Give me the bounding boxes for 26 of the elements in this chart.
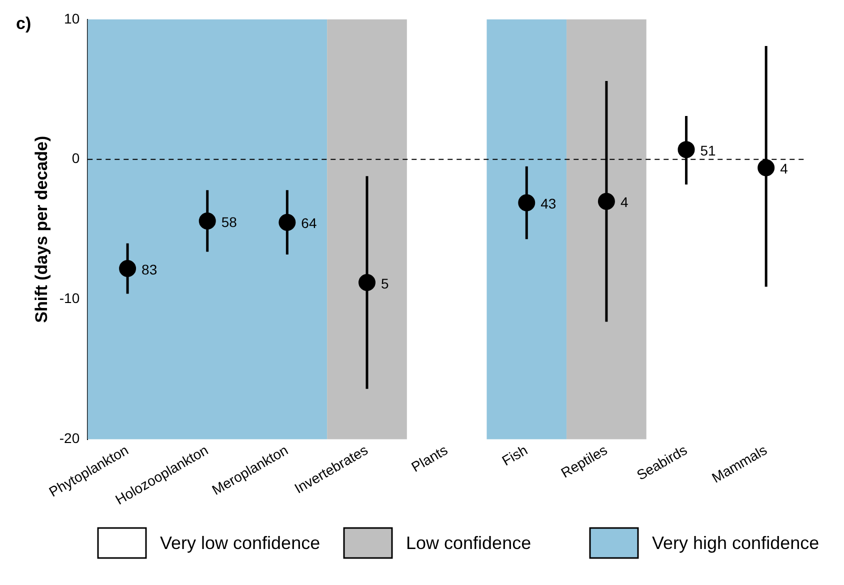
legend-label: Very high confidence (652, 532, 820, 553)
text: Very low confidence (160, 532, 320, 553)
y-tick-label: 10 (64, 10, 80, 26)
y-tick-label: -10 (59, 290, 80, 306)
legend-label: Low confidence (406, 532, 532, 553)
point (598, 192, 615, 210)
annotation: 4 (780, 160, 788, 177)
annotation: 4 (620, 194, 628, 210)
annotation: 64 (301, 215, 317, 232)
point (198, 212, 216, 230)
point (758, 159, 775, 176)
point (358, 274, 376, 292)
point (678, 141, 695, 158)
annotation: 58 (221, 214, 238, 230)
annotation: 51 (700, 142, 716, 158)
point (518, 194, 536, 212)
annotation: 83 (142, 261, 158, 278)
annotation: 5 (381, 275, 389, 292)
y-tick-label: 0 (72, 150, 80, 166)
text: c) (16, 14, 32, 34)
y-tick-label: -20 (59, 430, 80, 446)
point (119, 260, 136, 278)
annotation: 43 (540, 196, 556, 212)
y-axis-title: Shift (days per decade) (32, 136, 51, 323)
point (278, 214, 296, 231)
x-tick-label: Fish (499, 442, 530, 469)
